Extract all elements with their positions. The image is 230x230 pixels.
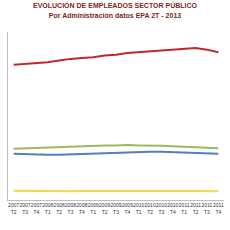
svg-text:2008T3: 2008T3 <box>65 202 76 215</box>
svg-text:2009T1: 2009T1 <box>88 202 99 215</box>
svg-text:2008T2: 2008T2 <box>54 202 65 215</box>
svg-text:EVOLUCIÓN DE EMPLEADOS SECTOR: EVOLUCIÓN DE EMPLEADOS SECTOR PÚBLICOPor… <box>33 1 198 18</box>
svg-text:2010T2: 2010T2 <box>145 202 156 215</box>
svg-text:2007T2: 2007T2 <box>8 202 19 215</box>
svg-text:2009T3: 2009T3 <box>110 202 121 215</box>
svg-text:2010T3: 2010T3 <box>156 202 167 215</box>
svg-text:2007T4: 2007T4 <box>31 202 42 215</box>
svg-text:2009T2: 2009T2 <box>99 202 110 215</box>
svg-text:2011T2: 2011T2 <box>190 202 201 215</box>
svg-text:2010T4: 2010T4 <box>167 202 178 215</box>
svg-text:2009T4: 2009T4 <box>122 202 133 215</box>
svg-text:2010T1: 2010T1 <box>133 202 144 215</box>
svg-text:2011T1: 2011T1 <box>179 202 190 215</box>
svg-text:2007T3: 2007T3 <box>19 202 30 215</box>
svg-text:2008T1: 2008T1 <box>42 202 53 215</box>
svg-text:2011T3: 2011T3 <box>202 202 213 215</box>
svg-text:2008T4: 2008T4 <box>76 202 87 215</box>
svg-text:2011T4: 2011T4 <box>213 202 224 215</box>
